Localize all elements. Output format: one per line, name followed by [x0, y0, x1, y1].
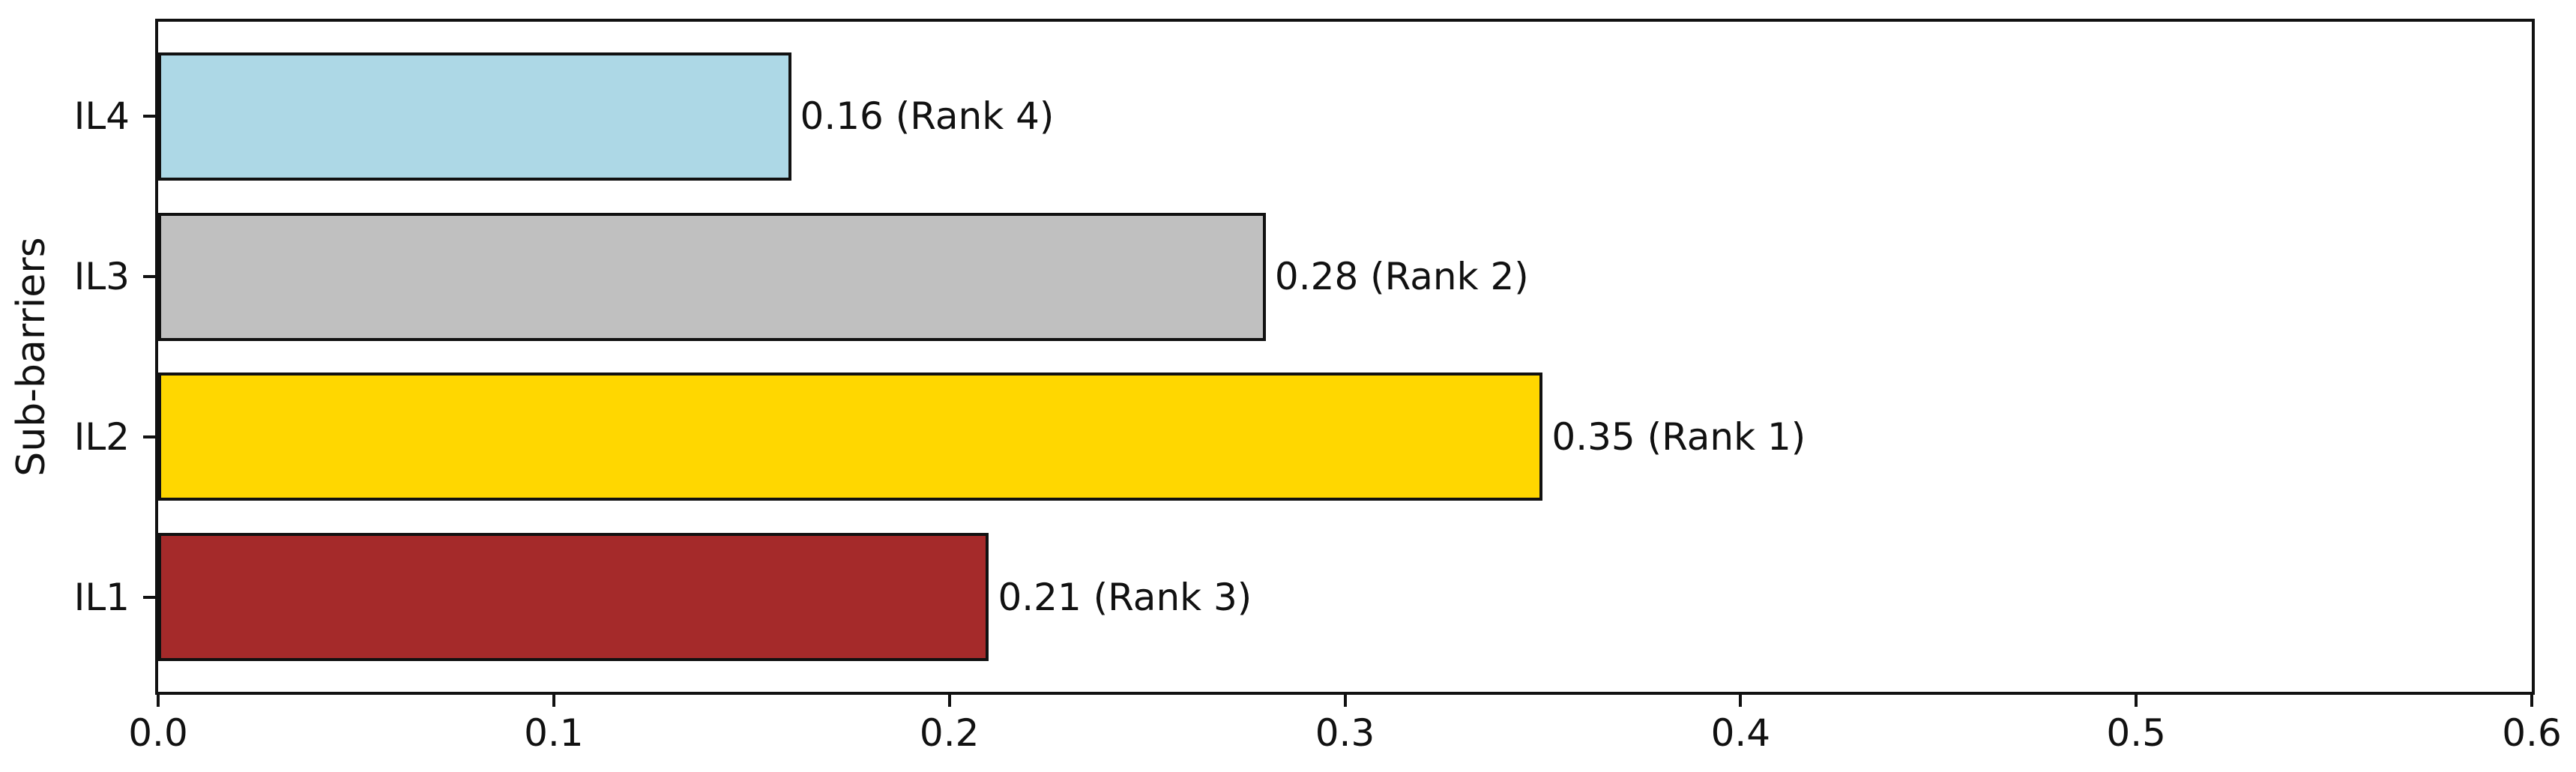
bar-il3: [158, 212, 1266, 341]
y-tick-label-il4: IL4: [73, 94, 130, 139]
x-tick-label-0.0: 0.0: [128, 711, 188, 755]
y-axis-label: Sub-barriers: [9, 237, 54, 477]
bar-value-label-il1: 0.21 (Rank 3): [998, 575, 1252, 619]
bar-value-label-il2: 0.35 (Rank 1): [1551, 414, 1806, 459]
plot-area: 0.16 (Rank 4) IL4 0.28 (Rank 2) IL3 0.35 (Ra…: [74, 19, 2562, 752]
bar-il1: [158, 533, 989, 662]
x-tick-label-0.4: 0.4: [1710, 711, 1771, 755]
x-tick-label-0.2: 0.2: [919, 711, 980, 755]
y-tick-mark-il1: [143, 595, 155, 599]
x-tick-mark-0.1: [552, 695, 555, 707]
y-tick-label-il1: IL1: [73, 575, 130, 619]
y-tick-mark-il2: [143, 435, 155, 438]
x-tick-label-0.5: 0.5: [2106, 711, 2166, 755]
y-tick-mark-il3: [143, 275, 155, 279]
x-tick-mark-0.5: [2135, 695, 2138, 707]
x-tick-mark-0.3: [1343, 695, 1347, 707]
x-tick-mark-0.4: [1739, 695, 1743, 707]
x-tick-mark-0.2: [947, 695, 951, 707]
bar-il4: [158, 52, 791, 181]
x-tick-label-0.3: 0.3: [1315, 711, 1375, 755]
y-tick-label-il3: IL3: [73, 255, 130, 299]
y-tick-mark-il4: [143, 115, 155, 118]
x-tick-label-0.6: 0.6: [2502, 711, 2562, 755]
y-tick-label-il2: IL2: [73, 414, 130, 459]
bar-value-label-il4: 0.16 (Rank 4): [800, 94, 1055, 139]
x-tick-mark-0.6: [2530, 695, 2533, 707]
bar-value-label-il3: 0.28 (Rank 2): [1274, 255, 1529, 299]
x-tick-label-0.1: 0.1: [524, 711, 584, 755]
x-tick-mark-0.0: [157, 695, 160, 707]
bar-il2: [158, 373, 1543, 501]
